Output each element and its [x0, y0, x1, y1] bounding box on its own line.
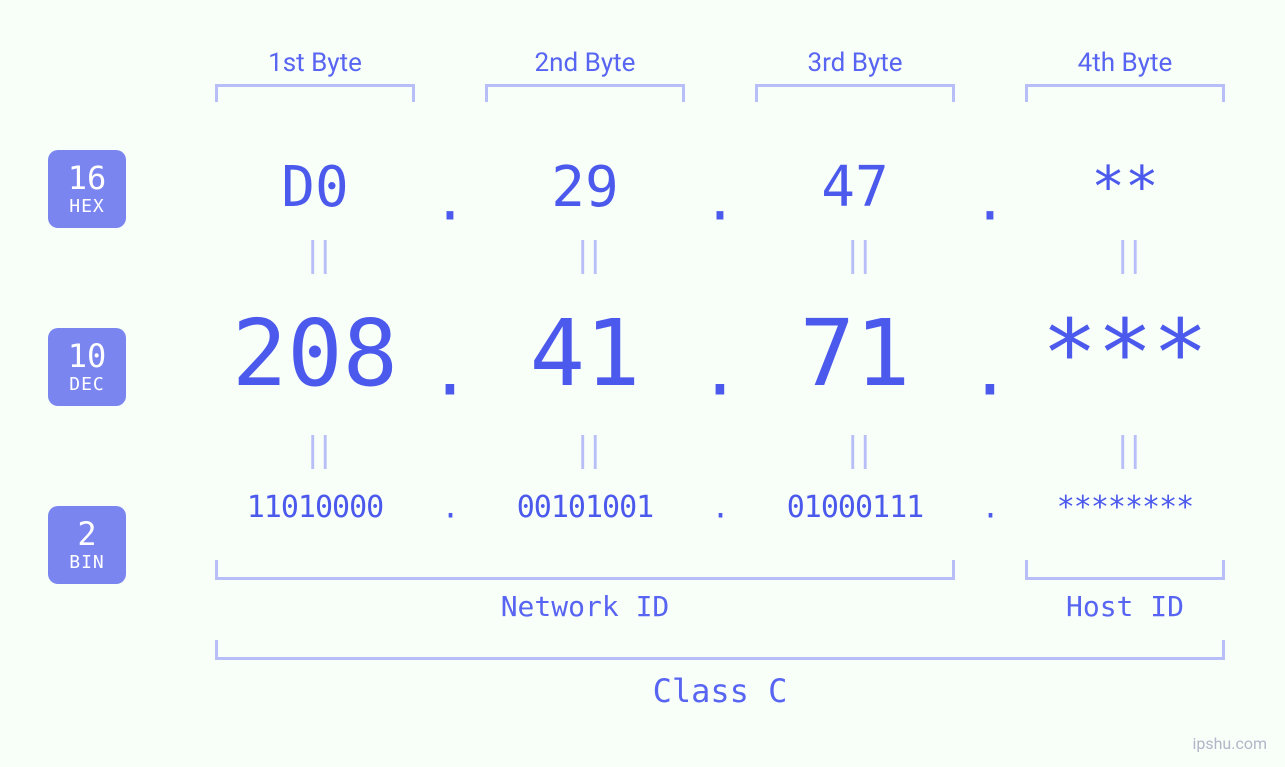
- bin-value-3: 01000111: [787, 490, 924, 525]
- dec-byte-2: 41.: [450, 300, 720, 407]
- equals-mark: ||: [720, 430, 990, 470]
- byte-label-3: 3rd Byte: [720, 48, 990, 78]
- equals-mark: ||: [990, 430, 1260, 470]
- dec-byte-4: ***: [990, 300, 1260, 407]
- top-bracket-2: [485, 84, 685, 102]
- badge-dec-num: 10: [68, 340, 107, 372]
- class-label: Class C: [215, 672, 1225, 710]
- hex-byte-1: D0.: [180, 155, 450, 220]
- bin-byte-4: ********: [990, 490, 1260, 525]
- badge-bin-num: 2: [77, 518, 96, 550]
- bin-value-2: 00101001: [517, 490, 654, 525]
- hex-value-1: D0: [281, 155, 348, 220]
- network-id-bracket: [215, 560, 955, 580]
- badge-dec: 10 DEC: [48, 328, 126, 406]
- hex-byte-3: 47.: [720, 155, 990, 220]
- badge-hex-label: HEX: [69, 198, 105, 216]
- byte-brackets-row: [180, 84, 1260, 102]
- equals-mark: ||: [180, 430, 450, 470]
- dec-value-3: 71: [800, 300, 911, 407]
- badge-hex-num: 16: [68, 162, 107, 194]
- equals-row-2: || || || ||: [180, 430, 1260, 470]
- hex-row: D0. 29. 47. **: [180, 155, 1260, 220]
- bin-value-1: 11010000: [247, 490, 384, 525]
- byte-label-4: 4th Byte: [990, 48, 1260, 78]
- equals-mark: ||: [720, 235, 990, 275]
- hex-byte-4: **: [990, 155, 1260, 220]
- top-bracket-1: [215, 84, 415, 102]
- dec-byte-3: 71.: [720, 300, 990, 407]
- bin-value-4: ********: [1057, 490, 1194, 525]
- hex-value-4: **: [1091, 155, 1158, 220]
- badge-hex: 16 HEX: [48, 150, 126, 228]
- ip-grid: 1st Byte 2nd Byte 3rd Byte 4th Byte D0. …: [180, 0, 1260, 767]
- equals-mark: ||: [450, 235, 720, 275]
- hex-value-3: 47: [821, 155, 888, 220]
- dec-value-2: 41: [530, 300, 641, 407]
- equals-mark: ||: [180, 235, 450, 275]
- base-badges: 16 HEX 10 DEC 2 BIN: [48, 150, 126, 584]
- badge-dec-label: DEC: [69, 376, 105, 394]
- hex-value-2: 29: [551, 155, 618, 220]
- watermark: ipshu.com: [1192, 734, 1267, 753]
- top-bracket-4: [1025, 84, 1225, 102]
- dec-row: 208. 41. 71. ***: [180, 300, 1260, 407]
- dec-byte-1: 208.: [180, 300, 450, 407]
- top-bracket-3: [755, 84, 955, 102]
- equals-mark: ||: [990, 235, 1260, 275]
- byte-label-1: 1st Byte: [180, 48, 450, 78]
- byte-labels-row: 1st Byte 2nd Byte 3rd Byte 4th Byte: [180, 48, 1260, 78]
- byte-label-2: 2nd Byte: [450, 48, 720, 78]
- badge-bin-label: BIN: [69, 554, 105, 572]
- equals-row-1: || || || ||: [180, 235, 1260, 275]
- class-bracket: [215, 640, 1225, 660]
- bin-row: 11010000. 00101001. 01000111. ********: [180, 490, 1260, 525]
- host-id-label: Host ID: [1025, 590, 1225, 623]
- network-id-label: Network ID: [215, 590, 955, 623]
- hex-byte-2: 29.: [450, 155, 720, 220]
- host-id-bracket: [1025, 560, 1225, 580]
- bin-byte-1: 11010000.: [180, 490, 450, 525]
- dec-value-4: ***: [1042, 300, 1208, 407]
- badge-bin: 2 BIN: [48, 506, 126, 584]
- dec-value-1: 208: [232, 300, 398, 407]
- bin-byte-3: 01000111.: [720, 490, 990, 525]
- bin-byte-2: 00101001.: [450, 490, 720, 525]
- equals-mark: ||: [450, 430, 720, 470]
